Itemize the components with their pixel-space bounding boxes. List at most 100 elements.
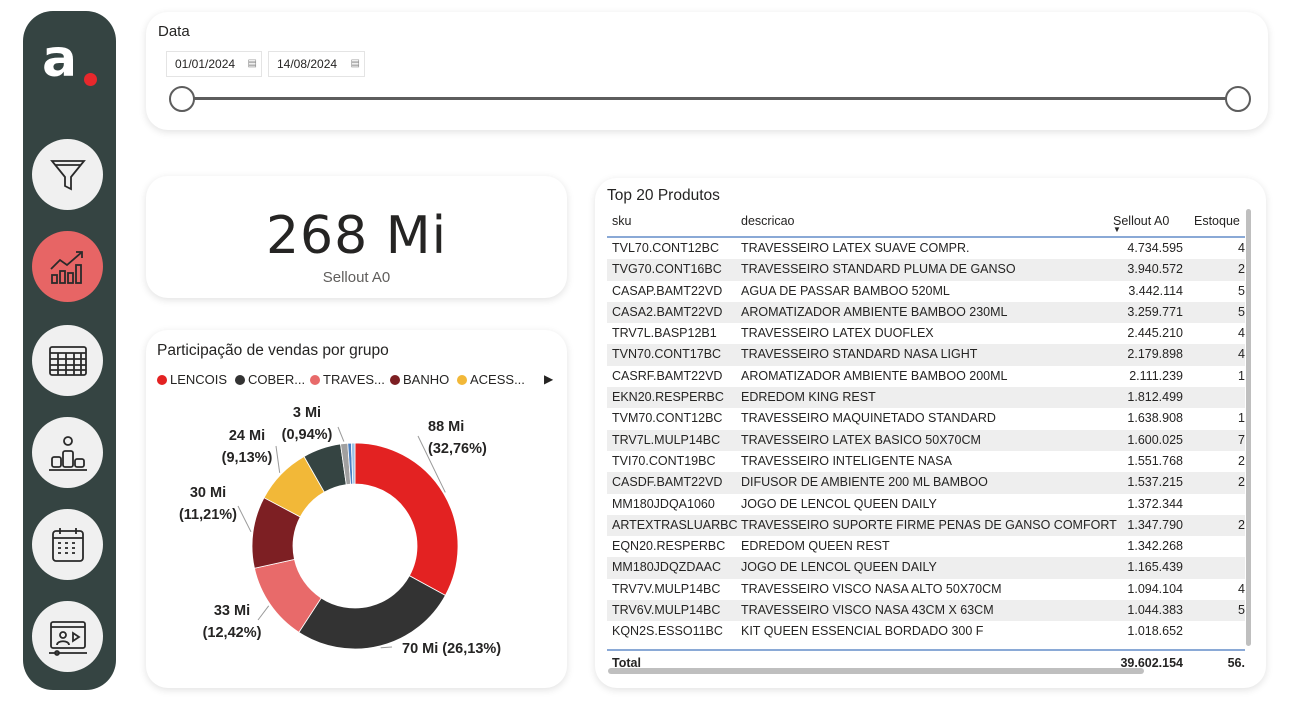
table-row[interactable]: CASDF.BAMT22VD DIFUSOR DE AMBIENTE 200 ML… [607, 472, 1245, 494]
cell-sku: TRV7V.MULP14BC [612, 581, 721, 596]
cell-sellout: 1.600.025 [1127, 432, 1183, 447]
legend-dot [390, 374, 400, 385]
cell-estoque: 1 [1238, 368, 1245, 383]
table-row[interactable]: ARTEXTRASLUARBC TRAVESSEIRO SUPORTE FIRME… [607, 514, 1245, 537]
legend-item-lencois[interactable]: LENCOIS [157, 372, 227, 387]
cell-estoque: 2 [1238, 517, 1245, 532]
cell-sellout: 3.259.771 [1127, 304, 1183, 319]
legend-dot [157, 374, 167, 385]
table-row[interactable]: CASAP.BAMT22VD AGUA DE PASSAR BAMBOO 520M… [607, 281, 1245, 302]
table-row[interactable]: TRV7L.MULP14BC TRAVESSEIRO LATEX BASICO 5… [607, 429, 1245, 451]
cell-descricao: TRAVESSEIRO VISCO NASA 43CM X 63CM [741, 603, 994, 618]
table-row[interactable]: TVG70.CONT16BC TRAVESSEIRO STANDARD PLUMA… [607, 259, 1245, 281]
table-row[interactable]: KQN2S.ESSO11BC KIT QUEEN ESSENCIAL BORDAD… [607, 621, 1245, 642]
end-date-input[interactable]: 14/08/2024 ▤ [268, 51, 365, 77]
table-horizontal-scrollbar[interactable] [608, 668, 1144, 674]
column-header-sku[interactable]: sku [612, 214, 632, 228]
table-total-row: Total 39.602.154 56. [607, 648, 1245, 673]
donut-slice[interactable] [298, 575, 446, 650]
start-date-value: 01/01/2024 [175, 57, 236, 71]
cell-sku: CASDF.BAMT22VD [612, 475, 723, 490]
table-row[interactable]: TVN70.CONT17BC TRAVESSEIRO STANDARD NASA … [607, 344, 1245, 366]
legend-item-traves[interactable]: TRAVES... [310, 372, 385, 387]
column-header-descricao[interactable]: descricao [741, 214, 795, 228]
legend-next-arrow-icon[interactable]: ▶ [544, 372, 554, 386]
cell-descricao: AROMATIZADOR AMBIENTE BAMBOO 200ML [741, 368, 1008, 383]
cell-sku: MM180JDQA1060 [612, 496, 715, 511]
legend-label: BANHO [403, 372, 450, 387]
cell-sellout: 1.018.652 [1127, 624, 1183, 639]
cell-sellout: 3.442.114 [1128, 283, 1183, 298]
table-row[interactable]: TVL70.CONT12BC TRAVESSEIRO LATEX SUAVE CO… [607, 238, 1245, 259]
nav-ranking-button[interactable] [32, 417, 103, 488]
donut-chart: 88 Mi (32,76%) 70 Mi (26,13%) 33 Mi (12,42%)… [179, 405, 501, 657]
table-row[interactable]: TRV7V.MULP14BC TRAVESSEIRO VISCO NASA ALT… [607, 579, 1245, 600]
table-header-row: sku descricao Sellout A0 ▼ Estoque [607, 208, 1245, 238]
cell-descricao: TRAVESSEIRO SUPORTE FIRME PENAS DE GANSO… [741, 517, 1117, 532]
nav-presentation-button[interactable] [32, 601, 103, 672]
table-row[interactable]: CASRF.BAMT22VD AROMATIZADOR AMBIENTE BAMB… [607, 366, 1245, 387]
nav-sales-button[interactable] [32, 231, 103, 302]
cell-descricao: TRAVESSEIRO MAQUINETADO STANDARD [741, 411, 996, 426]
donut-percent-label: (12,42%) [203, 625, 262, 641]
cell-descricao: TRAVESSEIRO LATEX BASICO 50X70CM [741, 432, 981, 447]
legend-item-banho[interactable]: BANHO [390, 372, 449, 387]
cell-estoque: 2 [1238, 262, 1245, 277]
donut-slice[interactable] [350, 442, 356, 485]
cell-estoque: 4 [1238, 241, 1245, 255]
legend-label: TRAVES... [323, 372, 385, 387]
table-row[interactable]: TVI70.CONT19BC TRAVESSEIRO INTELIGENTE NA… [607, 451, 1245, 472]
table-row[interactable]: TRV7L.BASP12B1 TRAVESSEIRO LATEX DUOFLEX 2… [607, 323, 1245, 344]
cell-sellout: 1.094.104 [1127, 581, 1183, 596]
top-products-table: sku descricao Sellout A0 ▼ Estoque TVL70… [607, 208, 1245, 673]
cell-sku: ARTEXTRASLUARBC [612, 517, 738, 532]
sort-desc-icon: ▼ [1113, 225, 1121, 234]
cell-descricao: AROMATIZADOR AMBIENTE BAMBOO 230ML [741, 304, 1008, 319]
column-header-sellout[interactable]: Sellout A0 [1113, 214, 1170, 228]
kpi-label: Sellout A0 [322, 269, 391, 286]
total-sellout: 39.602.154 [1120, 655, 1183, 670]
nav-table-button[interactable] [32, 325, 103, 396]
legend-item-acess[interactable]: ACESS... [457, 372, 525, 387]
cell-descricao: TRAVESSEIRO LATEX DUOFLEX [741, 326, 934, 341]
cell-descricao: KIT QUEEN ESSENCIAL BORDADO 300 F [741, 624, 984, 639]
table-row[interactable]: MM180JDQA1060 JOGO DE LENCOL QUEEN DAILY 1… [607, 494, 1245, 515]
cell-sellout: 1.638.908 [1127, 411, 1183, 426]
cell-sellout: 1.342.268 [1127, 539, 1183, 554]
nav-filter-button[interactable] [32, 139, 103, 210]
donut-slice[interactable] [354, 442, 459, 596]
cell-sellout: 2.111.239 [1129, 368, 1183, 383]
cell-descricao: DIFUSOR DE AMBIENTE 200 ML BAMBOO [741, 475, 988, 490]
date-slider-track[interactable] [182, 97, 1238, 100]
table-row[interactable]: TRV6V.MULP14BC TRAVESSEIRO VISCO NASA 43C… [607, 600, 1245, 622]
cell-sellout: 1.347.790 [1127, 517, 1183, 532]
start-date-input[interactable]: 01/01/2024 ▤ [166, 51, 262, 77]
table-title: Top 20 Produtos [607, 187, 720, 204]
legend-item-cober[interactable]: COBER... [235, 372, 305, 387]
table-vertical-scrollbar[interactable] [1246, 209, 1251, 646]
nav-calendar-button[interactable] [32, 509, 103, 580]
cell-estoque: 4 [1238, 347, 1245, 362]
table-row[interactable]: TVM70.CONT12BC TRAVESSEIRO MAQUINETADO ST… [607, 408, 1245, 429]
table-row[interactable]: CASA2.BAMT22VD AROMATIZADOR AMBIENTE BAMB… [607, 301, 1245, 324]
cell-sku: EQN20.RESPERBC [612, 539, 726, 554]
table-row[interactable]: MM180JDQZDAAC JOGO DE LENCOL QUEEN DAILY 1… [607, 557, 1245, 579]
cell-sellout: 4.734.595 [1127, 241, 1183, 255]
cell-descricao: TRAVESSEIRO STANDARD NASA LIGHT [741, 347, 978, 362]
column-header-estoque[interactable]: Estoque [1194, 214, 1240, 228]
donut-value-label: 70 Mi (26,13%) [402, 641, 501, 657]
table-row[interactable]: EQN20.RESPERBC EDREDOM QUEEN REST 1.342.26… [607, 536, 1245, 557]
cell-sku: TRV7L.MULP14BC [612, 432, 721, 447]
donut-leader-line [237, 505, 252, 533]
cell-sellout: 1.165.439 [1127, 560, 1183, 575]
date-slider-start-handle[interactable] [169, 86, 195, 112]
total-estoque: 56. [1227, 655, 1245, 670]
date-filter-title: Data [158, 23, 190, 40]
table-row[interactable]: EKN20.RESPERBC EDREDOM KING REST 1.812.499 [607, 387, 1245, 409]
date-slider-end-handle[interactable] [1225, 86, 1251, 112]
cell-estoque: 5 [1238, 304, 1245, 319]
cell-sku: TVN70.CONT17BC [612, 347, 722, 362]
donut-percent-label: (32,76%) [428, 441, 487, 457]
cell-sku: CASRF.BAMT22VD [612, 368, 723, 383]
donut-chart-title: Participação de vendas por grupo [157, 342, 389, 359]
